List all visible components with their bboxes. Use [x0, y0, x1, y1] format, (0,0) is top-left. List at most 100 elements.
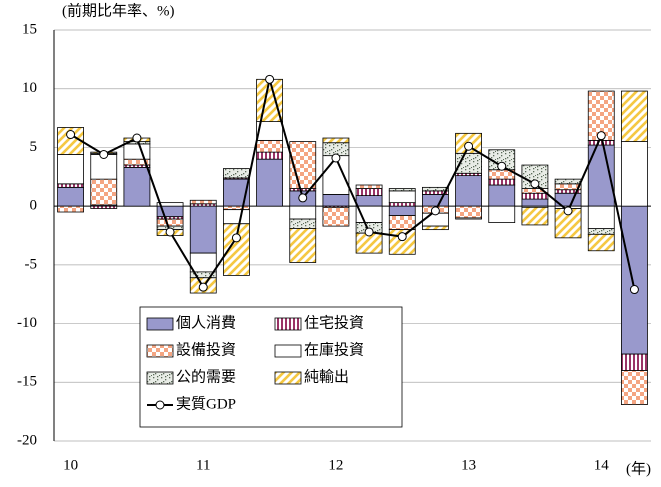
line-marker	[430, 206, 440, 216]
bar-segment	[90, 178, 118, 206]
line-marker	[464, 141, 474, 151]
line-marker	[298, 193, 308, 203]
bar-segment	[488, 205, 516, 223]
x-tick-label: 12	[328, 457, 343, 473]
bar-segment	[289, 205, 317, 220]
line-marker	[99, 149, 109, 159]
bar-segment	[256, 78, 283, 122]
bar-segment	[621, 141, 648, 207]
bar-segment	[422, 193, 449, 207]
bar-segment	[223, 209, 250, 225]
bar-segment	[621, 370, 648, 405]
line-marker	[231, 233, 241, 243]
bar-segment	[587, 233, 615, 252]
y-tick-label: -20	[17, 432, 37, 448]
bar-segment	[223, 168, 250, 179]
bar-segment	[256, 158, 283, 207]
bar-segment	[123, 166, 151, 207]
bar-segment	[488, 178, 516, 186]
x-axis-unit: (年)	[626, 460, 651, 477]
bar-segment	[355, 184, 383, 189]
bar-segment	[521, 192, 549, 200]
bar-segment	[455, 205, 482, 219]
bar-segment	[554, 178, 582, 185]
bar-segment	[189, 199, 217, 205]
line-marker	[331, 153, 341, 163]
line-marker	[563, 206, 573, 216]
legend-label: 住宅投資	[304, 314, 364, 331]
line-marker	[629, 285, 639, 295]
line-marker	[198, 282, 208, 292]
bar-segment	[455, 175, 482, 207]
bar-segment	[322, 206, 350, 227]
bar-segment	[422, 225, 449, 231]
bar-segment	[256, 139, 283, 153]
legend-label: 純輸出	[304, 368, 349, 385]
legend-swatch	[146, 344, 174, 358]
bar-segment	[189, 205, 217, 254]
legend-marker	[155, 400, 165, 410]
bar-segment	[621, 353, 648, 371]
bar-segment	[388, 205, 416, 216]
legend-label: 個人消費	[176, 314, 236, 331]
line	[70, 79, 636, 290]
bar-segment	[388, 215, 416, 231]
bar-segment	[388, 202, 416, 207]
bar-segment	[388, 229, 416, 255]
bar-segment	[587, 139, 615, 146]
line-marker	[497, 161, 507, 171]
bar-segment	[488, 184, 516, 207]
legend-swatch	[146, 317, 174, 331]
bar-segment	[621, 90, 648, 142]
legend-label: 実質GDP	[176, 394, 236, 412]
bar-segment	[621, 205, 648, 355]
y-tick-label: 15	[22, 21, 37, 37]
bar-segment	[90, 205, 118, 209]
legend-swatch	[274, 344, 302, 358]
bar-segment	[223, 205, 250, 211]
bar-segment	[322, 137, 350, 144]
line-marker	[66, 130, 76, 140]
x-tick-label: 13	[461, 457, 476, 473]
legend-label: 在庫投資	[304, 341, 364, 358]
bar-segment	[388, 188, 416, 192]
line-marker	[132, 133, 142, 143]
x-tick-label: 10	[63, 457, 78, 473]
legend-box	[139, 306, 403, 428]
bar-segment	[587, 228, 615, 235]
bar-segment	[587, 205, 615, 229]
line-marker	[397, 232, 407, 242]
bar-segment	[289, 228, 317, 263]
bar-segment	[189, 252, 217, 273]
bar-segment	[388, 190, 416, 204]
y-tick-label: -10	[17, 315, 37, 331]
bar-segment	[355, 195, 383, 207]
bar-segment	[57, 183, 84, 188]
bar-segment	[521, 206, 549, 226]
y-tick-label: -5	[25, 256, 38, 272]
y-tick-label: 0	[30, 198, 38, 214]
x-tick-label: 11	[196, 457, 210, 473]
bar-segment	[57, 205, 84, 213]
bar-segment	[57, 154, 84, 185]
subtitle: (前期比年率、%)	[62, 2, 175, 19]
line-marker	[364, 227, 374, 237]
bar-segment	[156, 202, 184, 207]
bar-segment	[123, 143, 151, 160]
bar-segment	[289, 218, 317, 229]
legend-label: 設備投資	[176, 341, 236, 358]
bar-segment	[322, 193, 350, 207]
line-marker	[596, 131, 606, 141]
legend-swatch	[146, 371, 174, 385]
bar-segment	[156, 218, 184, 227]
bar-segment	[355, 205, 383, 223]
bar-segment	[422, 186, 449, 192]
bar-segment	[521, 198, 549, 207]
line-marker	[530, 179, 540, 189]
bar-segment	[57, 186, 84, 207]
legend-swatch	[274, 371, 302, 385]
line-marker	[265, 74, 275, 84]
bar-segment	[355, 188, 383, 196]
